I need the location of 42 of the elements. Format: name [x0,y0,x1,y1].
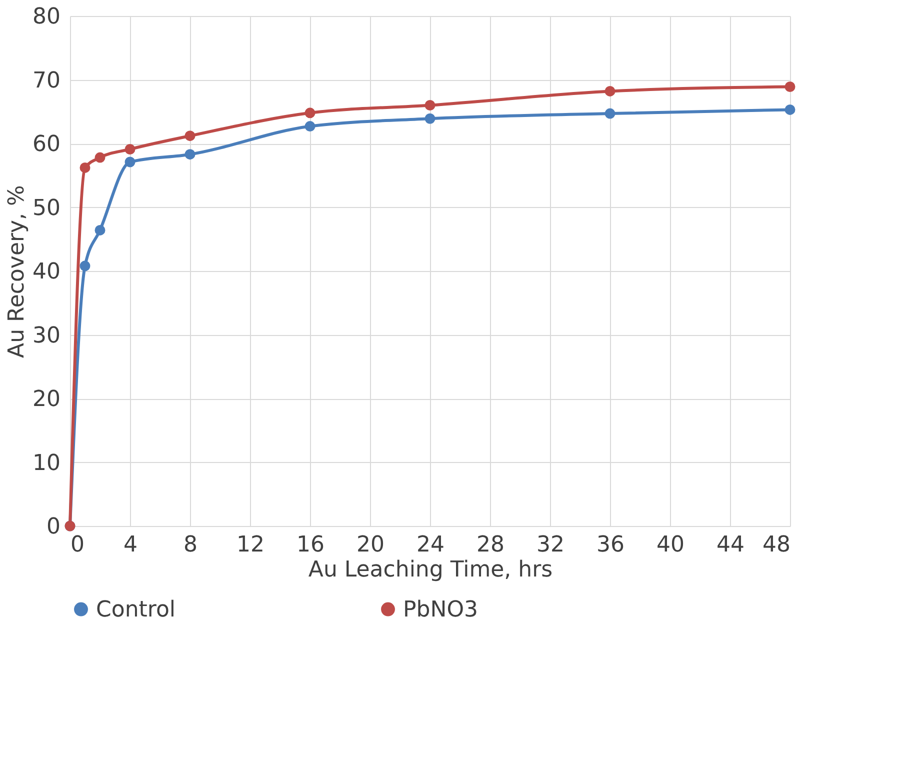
x-tick-label: 4 [124,532,138,558]
point [124,156,136,168]
x-tick-label: 36 [596,532,624,558]
y-axis-title: Au Recovery, % [4,185,30,358]
y-tick-label: 40 [32,260,60,284]
point [304,108,316,118]
legend-label: PbNO3 [403,597,478,622]
y-tick-label: 20 [32,387,60,412]
point [784,104,796,115]
x-tick-label: 40 [656,532,684,558]
y-tick-label: 0 [46,514,60,540]
x-tick-label: 32 [536,532,564,558]
y-tick-label: 30 [32,323,60,348]
point [424,100,436,110]
point [184,149,196,160]
x-tick-label: 48 [762,532,790,558]
point [80,162,90,173]
x-tick-label: 24 [416,532,444,558]
x-tick-label: 44 [716,532,744,558]
point [80,260,90,272]
point [604,108,616,119]
point [94,224,106,236]
legend-label: Control [96,597,176,622]
point [424,113,436,124]
y-tick-label: 10 [32,450,60,476]
x-tick-label: 12 [236,532,264,558]
x-tick-label: 20 [356,532,384,558]
y-tick-label: 60 [32,132,60,157]
point [124,144,136,154]
x-axis-title: Au Leaching Time, hrs [308,558,553,582]
x-tick-label: 16 [296,532,324,558]
y-tick-label: 50 [32,196,60,221]
y-tick-label: 80 [32,4,60,30]
y-tick-label: 70 [32,68,60,94]
x-tick-label: 0 [70,532,84,558]
point [304,121,316,132]
point [184,130,196,142]
point [94,152,106,163]
point [604,86,616,96]
x-tick-label: 8 [184,532,198,558]
x-tick-label: 28 [476,532,504,558]
point [784,82,796,92]
